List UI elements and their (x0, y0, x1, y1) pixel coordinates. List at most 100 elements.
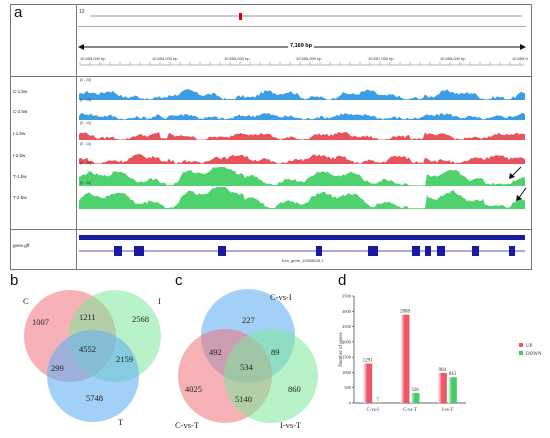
venn-value-ct-it: 5140 (235, 394, 252, 404)
venn-diagram-c: C-vs-I C-vs-T I-vs-T 227 4025 860 492 89… (175, 289, 318, 430)
chromosome-label: 12 (79, 9, 85, 15)
coverage-track (79, 112, 525, 120)
panel-a-divider-top (10, 76, 531, 77)
chromosome-ideogram (90, 15, 522, 17)
arrow-annotation-1 (509, 166, 522, 179)
venn-value-all: 534 (240, 362, 254, 372)
gene-exon (412, 246, 420, 256)
bar-up-i-vs-t (437, 372, 447, 403)
bar-value-label: 2888 (400, 310, 411, 315)
venn-label-t: T (118, 417, 124, 427)
panel-d-letter: d (338, 272, 347, 289)
ruler-top-line (78, 26, 526, 27)
bar-value-label: 843 (449, 372, 457, 377)
venn-value-i-only: 2568 (132, 314, 149, 324)
venn-value-it: 2159 (116, 354, 133, 364)
y-tick-label: 1000 (342, 370, 352, 375)
gene-exon (134, 246, 144, 256)
x-tick-label: C-vs-I (367, 408, 380, 413)
gene-track-label: gene.gff (13, 243, 30, 248)
track-range: [0 - 10] (80, 142, 91, 146)
ruler-ticks: 10,553,000 bp 10,554,000 bp 10,555,000 bp 1… (79, 56, 528, 66)
y-axis-label: Number of genes (339, 332, 344, 366)
gene-exon (437, 246, 445, 256)
panel-c-letter: c (175, 272, 183, 289)
span-label: 7,169 bp (288, 43, 315, 49)
venn-label-i: I (158, 296, 161, 306)
gene-track (79, 235, 525, 256)
region-marker (239, 13, 242, 20)
bar-up-c-vs-i (363, 363, 373, 403)
ruler-tick-label: 10,559,000 bp (512, 56, 528, 61)
arrow-annotation-2 (516, 187, 527, 201)
venn-value-cit: 4552 (79, 344, 96, 354)
venn-label-c-vs-t: C-vs-T (175, 420, 200, 430)
coverage-area (79, 112, 525, 120)
gene-exon (509, 246, 515, 256)
panel-a-letter: a (14, 4, 23, 21)
gene-exon (316, 246, 322, 256)
track-label: C-1.bw (13, 89, 28, 94)
track-range: [0 - 10] (80, 121, 91, 125)
ruler-tick-label: 10,556,000 bp (296, 56, 322, 61)
gene-exon (472, 246, 479, 256)
y-tick-label: 2000 (342, 339, 352, 344)
gene-exon (368, 246, 378, 256)
track-label: I-1.bw (13, 130, 26, 136)
gene-bar (79, 235, 525, 240)
gene-exon (218, 246, 226, 256)
venn-value-ct-only: 4025 (185, 384, 202, 394)
panel-b-letter: b (10, 272, 19, 289)
coverage-track (79, 153, 525, 164)
coverage-track (79, 167, 525, 186)
gene-exon (114, 246, 122, 256)
track-label: I-2.bw (13, 153, 26, 158)
ruler-tick-label: 10,554,000 bp (152, 56, 178, 61)
venn-value-t-only: 5748 (86, 393, 103, 403)
gene-exon (425, 246, 431, 256)
track-range: [0 - 10] (80, 98, 91, 102)
venn-circle-i-vs-t (224, 329, 318, 423)
coverage-area (79, 153, 525, 164)
panel-a-divider-vertical (76, 4, 77, 269)
track-label: T-1.bw (13, 173, 27, 179)
coverage-area (79, 131, 525, 140)
coverage-area (79, 89, 525, 100)
legend-label-down: DOWN (526, 352, 542, 357)
bar-chart: 0 500 1000 1500 2000 2500 3000 3500 Number of ge… (339, 294, 542, 414)
y-tick-label: 3000 (342, 309, 352, 314)
track-range: [0 - 20] (80, 181, 91, 185)
bar-down-c-vs-t (410, 393, 420, 403)
coverage-track (79, 89, 525, 100)
track-label: C-2.bw (13, 109, 28, 114)
venn-diagram-b: C I T 1007 2568 5748 1211 299 2159 4552 (23, 290, 161, 427)
venn-value-ct: 299 (51, 363, 64, 373)
track-label: T-2.bw (13, 195, 27, 200)
coverage-track (79, 187, 525, 209)
ruler-tick-label: 10,555,000 bp (224, 56, 250, 61)
bar-down-i-vs-t (447, 377, 457, 403)
panel-a-divider-gene (10, 229, 531, 230)
legend-label-up: UP (526, 344, 533, 349)
y-tick-label: 500 (344, 385, 352, 390)
coverage-area (79, 187, 525, 209)
bar-value-label: 7 (376, 398, 379, 403)
panel-a-frame (10, 4, 532, 270)
bar-up-c-vs-t (400, 314, 410, 403)
legend-swatch-up (519, 343, 523, 347)
venn-value-ci: 1211 (79, 312, 96, 322)
bar-value-label: 326 (411, 388, 419, 393)
x-tick-label: C-vs-T (403, 408, 417, 413)
coverage-area (79, 167, 525, 186)
gene-name: Eco_gene_10008628.1 (282, 258, 324, 263)
coverage-track (79, 131, 525, 140)
bar-value-label: 1291 (363, 359, 374, 364)
venn-value-ci-it: 89 (271, 347, 280, 357)
venn-label-c-vs-i: C-vs-I (270, 292, 292, 302)
track-range: [0 - 20] (80, 78, 91, 82)
x-tick-label: I-vs-T (441, 408, 453, 413)
legend-swatch-down (519, 351, 523, 355)
venn-label-c: C (23, 296, 29, 306)
y-tick-label: 2500 (342, 324, 352, 329)
venn-label-i-vs-t: I-vs-T (280, 420, 302, 430)
